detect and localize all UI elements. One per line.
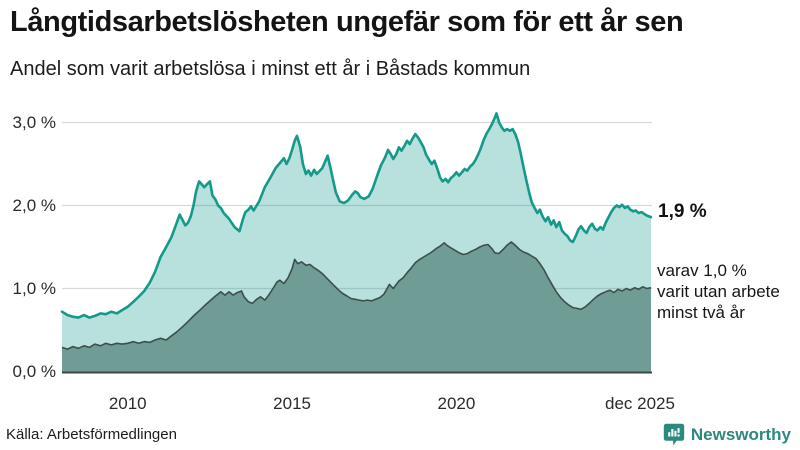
- source-note: Källa: Arbetsförmedlingen: [6, 426, 177, 443]
- two-year-annotation-line: varav 1,0 %: [657, 261, 747, 280]
- bar-chart-speech-bubble-icon: [663, 423, 685, 446]
- x-tick-label: 2015: [273, 394, 311, 413]
- y-tick-label: 2,0 %: [12, 195, 56, 215]
- two-year-annotation-line: minst två år: [657, 303, 745, 322]
- page-subtitle: Andel som varit arbetslösa i minst ett å…: [10, 58, 531, 80]
- x-tick-label: 2010: [108, 394, 147, 413]
- y-tick-label: 3,0 %: [12, 112, 56, 132]
- two-year-annotation: varav 1,0 % varit utan arbete minst två år: [657, 260, 780, 323]
- y-tick-label: 1,0 %: [12, 278, 56, 298]
- y-tick-label: 0,0 %: [12, 361, 56, 381]
- x-tick-label: dec 2025: [605, 394, 675, 413]
- two-year-annotation-line: varit utan arbete: [657, 282, 780, 301]
- end-value-label: 1,9 %: [658, 201, 707, 222]
- x-tick-label: 2020: [437, 394, 476, 413]
- brand-name: Newsworthy: [690, 424, 791, 444]
- total-line: [60, 112, 653, 319]
- page-title: Långtidsarbetslösheten ungefär som för e…: [10, 6, 684, 38]
- two-year-area-fill: [62, 242, 651, 372]
- newsworthy-logo: Newsworthy: [663, 423, 791, 446]
- two-year-line: [61, 241, 652, 350]
